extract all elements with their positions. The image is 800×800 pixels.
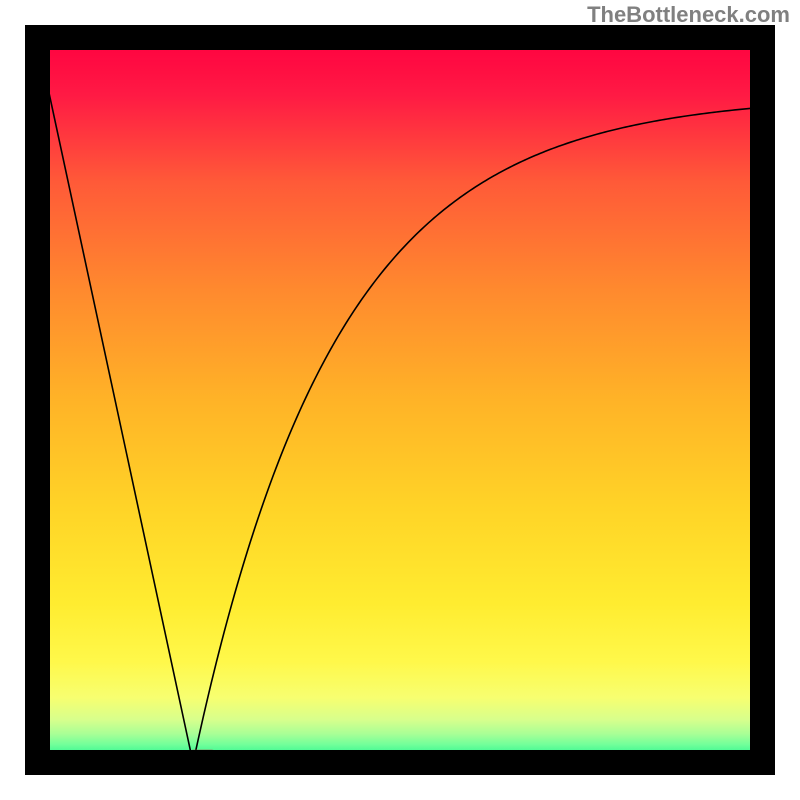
bottleneck-chart [0, 0, 800, 800]
chart-container: TheBottleneck.com [0, 0, 800, 800]
chart-background [37, 37, 763, 763]
watermark-text: TheBottleneck.com [587, 2, 790, 28]
